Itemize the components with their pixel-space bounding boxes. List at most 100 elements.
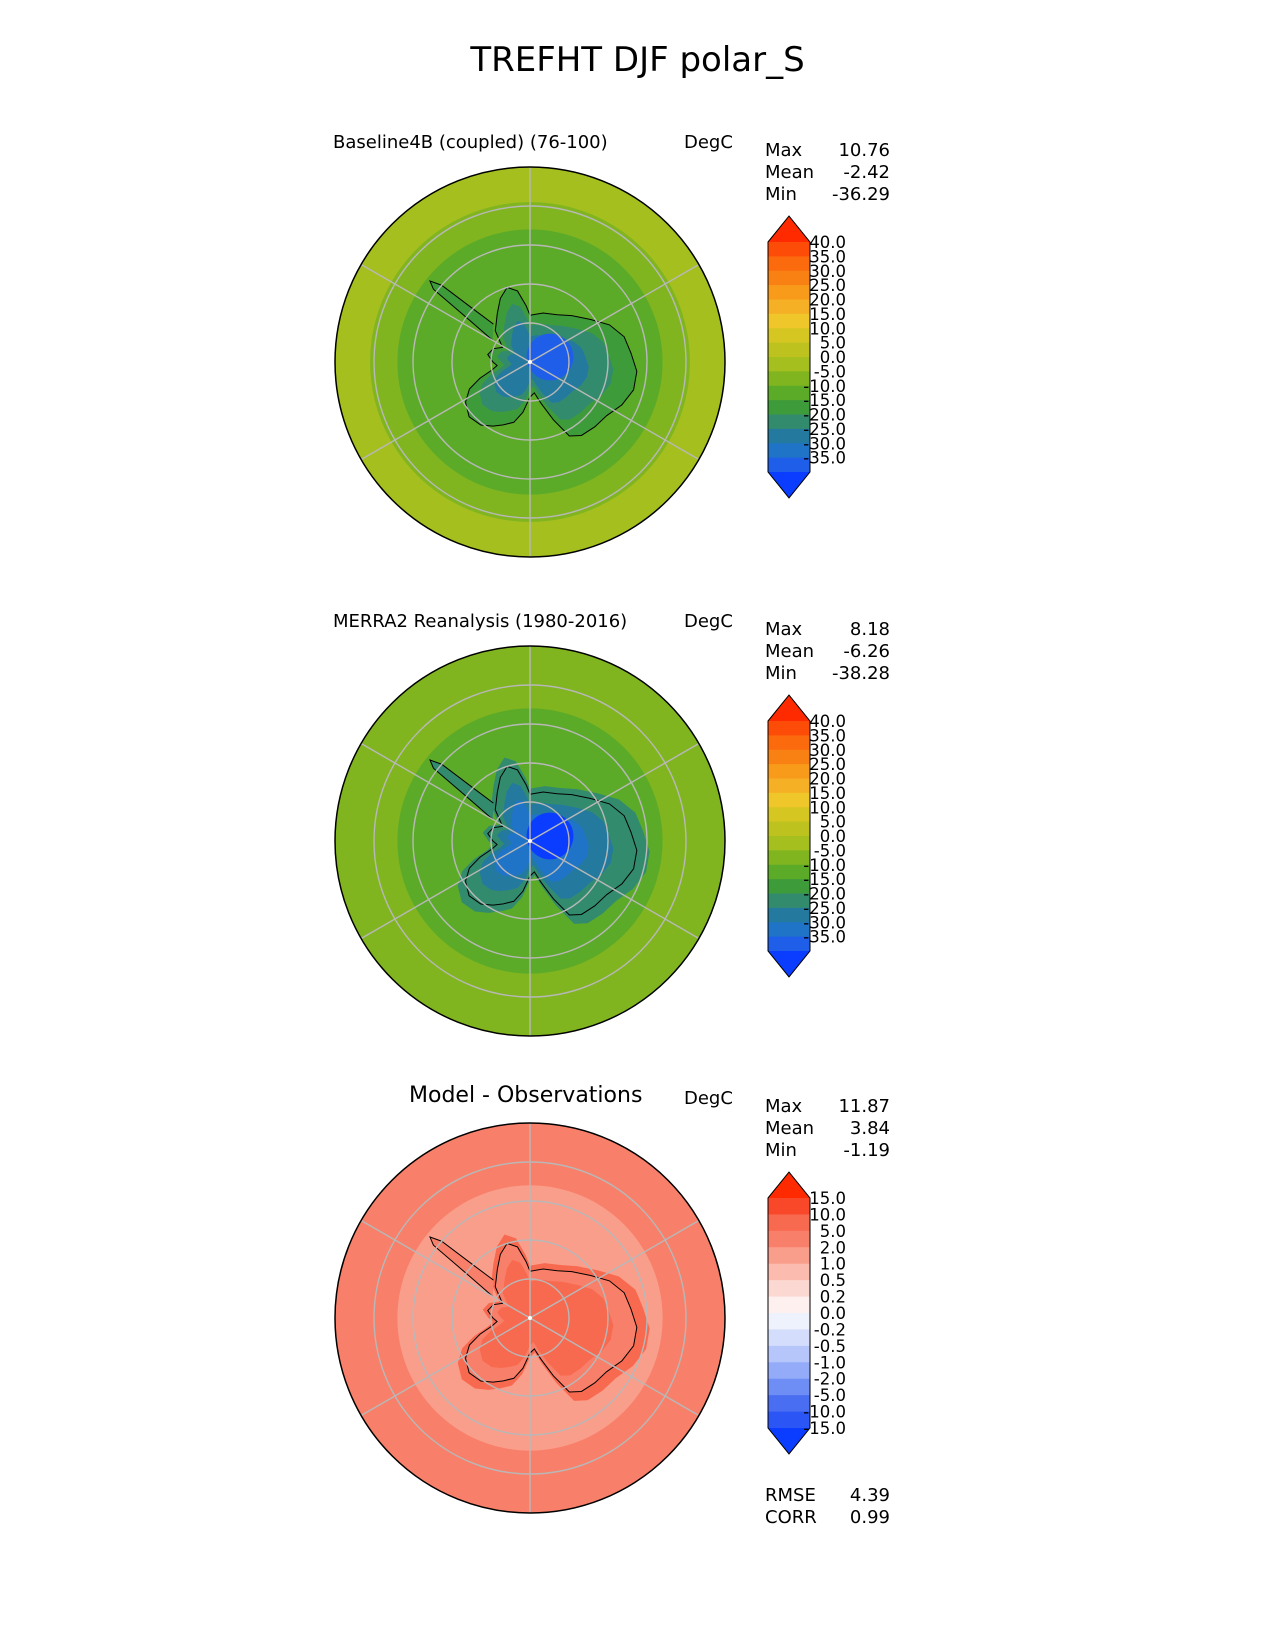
metric-label: CORR xyxy=(765,1507,817,1528)
meridian-line xyxy=(529,361,700,461)
colorbar-block xyxy=(768,836,810,851)
colorbar-reference: 40.035.030.025.020.015.010.05.00.0-5.0-1… xyxy=(767,694,846,978)
stat-label: Max xyxy=(765,1096,803,1117)
stat-label: Mean xyxy=(765,162,815,183)
stat-value-mean: 3.84 xyxy=(849,1118,890,1139)
colorbar-extend-max xyxy=(768,695,810,721)
stat-value-min: -38.28 xyxy=(831,663,890,684)
colorbar-tick-label: 0.0 xyxy=(820,348,846,367)
colorbar-tick-label: 1.0 xyxy=(820,1255,846,1274)
pole-marker xyxy=(528,360,532,364)
colorbar-block xyxy=(768,735,810,751)
colorbar-block xyxy=(768,1263,810,1281)
colorbar-tick-label: -5.0 xyxy=(814,362,846,381)
colorbar-extend-max xyxy=(768,1172,810,1198)
colorbar-tick-label: -20.0 xyxy=(803,885,846,904)
colorbar-diff: 15.010.05.02.01.00.50.20.0-0.2-0.5-1.0-2… xyxy=(767,1171,846,1455)
stat-value-max: 10.76 xyxy=(838,140,890,161)
interior-core xyxy=(526,1289,574,1337)
colorbar-block xyxy=(768,778,810,794)
colorbar-tick-label: 10.0 xyxy=(809,319,846,338)
colorbar-block xyxy=(768,1214,810,1232)
colorbar-block xyxy=(768,936,810,952)
peninsula-fill xyxy=(429,760,494,820)
colorbar-block xyxy=(768,242,810,257)
colorbar-tick-label: -2.0 xyxy=(814,1370,846,1389)
colorbar-tick-label: -5.0 xyxy=(814,1386,846,1405)
colorbar-extend-min xyxy=(768,1428,810,1454)
colorbar-block xyxy=(768,414,810,430)
colorbar-block xyxy=(768,1345,810,1363)
graticule xyxy=(360,167,700,557)
stat-value-max: 11.87 xyxy=(838,1096,890,1117)
colorbar-block xyxy=(768,864,810,880)
colorbar-block xyxy=(768,1230,810,1248)
meridian-line xyxy=(360,1219,531,1319)
metrics-block-diff: RMSE 4.39 CORR 0.99 xyxy=(765,1485,890,1529)
colorbar-block xyxy=(768,270,810,286)
colorbar-tick-label: 20.0 xyxy=(809,291,846,310)
metric-value-corr: 0.99 xyxy=(849,1507,890,1528)
meridian-line xyxy=(360,263,531,363)
colorbar-tick-label: -15.0 xyxy=(803,391,846,410)
coastline xyxy=(464,1242,638,1393)
coastline xyxy=(464,286,638,437)
panel-units-reference: DegC xyxy=(684,611,733,632)
colorbar-tick-label: 10.0 xyxy=(809,1205,846,1224)
colorbar-tick-label: -25.0 xyxy=(803,420,846,439)
stat-value-min: -36.29 xyxy=(831,184,890,205)
pole-marker xyxy=(528,1316,532,1320)
colorbar-block xyxy=(768,764,810,779)
colorbar-block xyxy=(768,342,810,358)
colorbar-tick-label: 40.0 xyxy=(809,233,846,252)
colorbar-block xyxy=(768,457,810,473)
meridian-line xyxy=(360,742,531,842)
colorbar-tick-label: -1.0 xyxy=(814,1353,846,1372)
colorbar-tick-label: 35.0 xyxy=(809,726,846,745)
colorbar-block xyxy=(768,1378,810,1396)
colorbar-block xyxy=(768,792,810,808)
colorbar-outline xyxy=(767,215,811,499)
stat-label: Max xyxy=(765,140,803,161)
colorbar-tick-label: -30.0 xyxy=(803,913,846,932)
colorbar-block xyxy=(768,328,810,344)
colorbar-block xyxy=(768,256,810,272)
colorbar-tick-label: 15.0 xyxy=(809,1189,846,1208)
map-boundary xyxy=(334,166,726,558)
map-boundary xyxy=(334,645,726,1037)
colorbar-tick-label: -30.0 xyxy=(803,434,846,453)
panel-title-model: Baseline4B (coupled) (76-100) xyxy=(333,132,608,153)
colorbar-tick-label: -10.0 xyxy=(803,377,846,396)
colorbar-tick-label: -15.0 xyxy=(803,1419,846,1438)
colorbar-tick-label: -5.0 xyxy=(814,841,846,860)
colorbar-tick-label: -10.0 xyxy=(803,856,846,875)
colorbar-tick-label: 0.2 xyxy=(820,1288,846,1307)
meridian-line xyxy=(360,840,531,940)
colorbar-tick-label: 15.0 xyxy=(809,784,846,803)
colorbar-tick-label: 5.0 xyxy=(820,813,846,832)
coastline xyxy=(464,765,638,916)
colorbar-tick-label: -25.0 xyxy=(803,899,846,918)
stat-label: Min xyxy=(765,184,797,205)
colorbar-tick-label: -0.5 xyxy=(814,1337,846,1356)
colorbar-tick-label: 25.0 xyxy=(809,276,846,295)
colorbar-block xyxy=(768,385,810,401)
peninsula-fill xyxy=(429,1237,494,1297)
interior-core xyxy=(526,333,574,381)
colorbar-block xyxy=(768,1296,810,1314)
stats-block-model: Max 10.76 Mean -2.42 Min -36.29 xyxy=(765,140,890,206)
stat-value-min: -1.19 xyxy=(843,1140,890,1161)
colorbar-block xyxy=(768,1411,810,1429)
field-layer xyxy=(335,167,725,557)
panel-title-reference: MERRA2 Reanalysis (1980-2016) xyxy=(333,611,628,632)
colorbar-tick-label: 2.0 xyxy=(820,1238,846,1257)
meridian-line xyxy=(529,263,700,363)
colorbar-tick-label: -10.0 xyxy=(803,1403,846,1422)
colorbar-block xyxy=(768,807,810,823)
colorbar-block xyxy=(768,400,810,415)
polar-map-diff xyxy=(334,1122,726,1514)
colorbar-block xyxy=(768,721,810,736)
colorbar-tick-label: 40.0 xyxy=(809,712,846,731)
colorbar-block xyxy=(768,443,810,459)
stat-value-max: 8.18 xyxy=(849,619,890,640)
